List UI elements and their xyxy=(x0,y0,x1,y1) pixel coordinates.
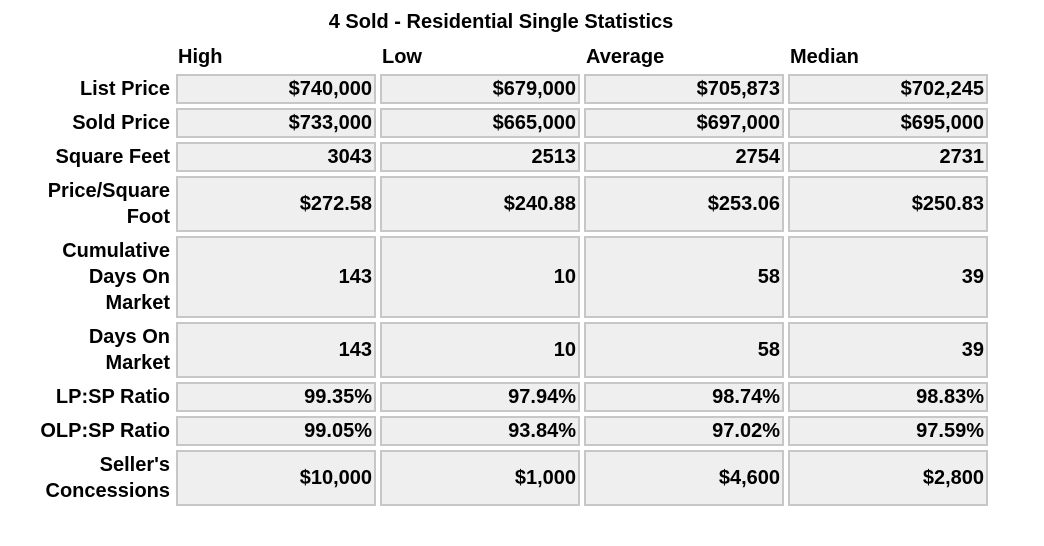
cell-low: $665,000 xyxy=(380,108,580,138)
row-olp-sp-ratio: OLP:SP Ratio 99.05% 93.84% 97.02% 97.59% xyxy=(20,416,988,446)
cell-median: $695,000 xyxy=(788,108,988,138)
cell-average: $697,000 xyxy=(584,108,784,138)
cell-high: $740,000 xyxy=(176,74,376,104)
row-sellers-concessions: Seller's Concessions $10,000 $1,000 $4,6… xyxy=(20,450,988,506)
column-header-low: Low xyxy=(382,46,422,68)
row-label: List Price xyxy=(79,78,170,100)
cell-low: $1,000 xyxy=(380,450,580,506)
row-list-price: List Price $740,000 $679,000 $705,873 $7… xyxy=(20,74,988,104)
cell-high: $10,000 xyxy=(176,450,376,506)
cell-average: 98.74% xyxy=(584,382,784,412)
row-label: Sold Price xyxy=(72,112,170,134)
cell-median: 97.59% xyxy=(788,416,988,446)
cell-median: 98.83% xyxy=(788,382,988,412)
header-row: High Low Average Median xyxy=(20,44,988,70)
page-title: 4 Sold - Residential Single Statistics xyxy=(328,11,674,33)
row-label: Cumulative Days On Market xyxy=(62,240,170,314)
column-header-median: Median xyxy=(790,46,859,68)
column-header-average: Average xyxy=(586,46,665,68)
cell-median: 2731 xyxy=(788,142,988,172)
row-sold-price: Sold Price $733,000 $665,000 $697,000 $6… xyxy=(20,108,988,138)
cell-average: 58 xyxy=(584,236,784,318)
corner-cell xyxy=(20,44,172,70)
cell-median: $2,800 xyxy=(788,450,988,506)
row-square-feet: Square Feet 3043 2513 2754 2731 xyxy=(20,142,988,172)
row-lp-sp-ratio: LP:SP Ratio 99.35% 97.94% 98.74% 98.83% xyxy=(20,382,988,412)
cell-average: $705,873 xyxy=(584,74,784,104)
cell-low: 2513 xyxy=(380,142,580,172)
cell-high: $272.58 xyxy=(176,176,376,232)
cell-low: $240.88 xyxy=(380,176,580,232)
cell-low: $679,000 xyxy=(380,74,580,104)
row-price-per-square-foot: Price/Square Foot $272.58 $240.88 $253.0… xyxy=(20,176,988,232)
row-label: Seller's Concessions xyxy=(45,454,170,502)
row-cumulative-days-on-market: Cumulative Days On Market 143 10 58 39 xyxy=(20,236,988,318)
row-label: Price/Square Foot xyxy=(47,180,170,228)
cell-low: 93.84% xyxy=(380,416,580,446)
cell-average: $4,600 xyxy=(584,450,784,506)
cell-low: 10 xyxy=(380,236,580,318)
statistics-table: High Low Average Median List Price $740,… xyxy=(16,40,992,510)
cell-high: $733,000 xyxy=(176,108,376,138)
cell-average: 2754 xyxy=(584,142,784,172)
cell-high: 3043 xyxy=(176,142,376,172)
row-label: LP:SP Ratio xyxy=(55,386,170,408)
row-days-on-market: Days On Market 143 10 58 39 xyxy=(20,322,988,378)
cell-median: 39 xyxy=(788,322,988,378)
cell-average: 58 xyxy=(584,322,784,378)
cell-median: $702,245 xyxy=(788,74,988,104)
cell-average: $253.06 xyxy=(584,176,784,232)
cell-high: 143 xyxy=(176,322,376,378)
cell-high: 99.05% xyxy=(176,416,376,446)
cell-average: 97.02% xyxy=(584,416,784,446)
cell-low: 10 xyxy=(380,322,580,378)
row-label: Square Feet xyxy=(55,146,170,168)
cell-median: 39 xyxy=(788,236,988,318)
row-label: Days On Market xyxy=(88,326,170,374)
column-header-high: High xyxy=(178,46,223,68)
cell-high: 99.35% xyxy=(176,382,376,412)
cell-high: 143 xyxy=(176,236,376,318)
cell-median: $250.83 xyxy=(788,176,988,232)
cell-low: 97.94% xyxy=(380,382,580,412)
row-label: OLP:SP Ratio xyxy=(40,420,170,442)
